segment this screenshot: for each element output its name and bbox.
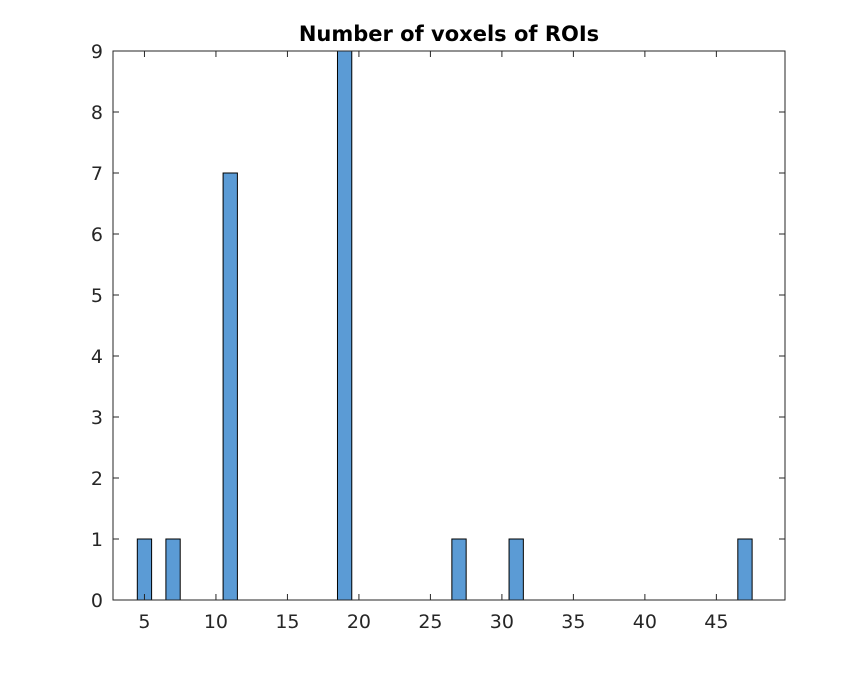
x-tick-label-15: 15 [275,611,299,633]
y-tick-label-5: 5 [91,285,103,307]
y-tick-label-0: 0 [91,590,103,612]
y-tick-label-9: 9 [91,41,103,63]
y-tick-label-3: 3 [91,407,103,429]
y-tick-label-4: 4 [91,346,103,368]
x-tick-label-10: 10 [204,611,228,633]
x-tick-label-40: 40 [633,611,657,633]
bar-5 [136,538,153,601]
y-tick-label-7: 7 [91,163,103,185]
y-tick-label-1: 1 [91,529,103,551]
x-tick-label-25: 25 [418,611,442,633]
x-tick-label-5: 5 [138,611,150,633]
axes-box [112,50,786,601]
chart-title: Number of voxels of ROIs [299,22,599,46]
bar-19 [336,50,353,601]
x-tick-label-20: 20 [347,611,371,633]
y-tick-label-8: 8 [91,102,103,124]
bars-group [136,50,753,601]
bar-11 [222,172,238,601]
bar-31 [508,538,524,601]
bar-7 [165,538,181,601]
y-tick-label-6: 6 [91,224,103,246]
x-tick-label-45: 45 [704,611,728,633]
x-tick-label-35: 35 [561,611,585,633]
y-tick-label-2: 2 [91,468,103,490]
bar-47 [737,538,753,601]
plot-area [113,51,785,600]
bar-27 [451,538,467,601]
x-tick-label-30: 30 [490,611,514,633]
